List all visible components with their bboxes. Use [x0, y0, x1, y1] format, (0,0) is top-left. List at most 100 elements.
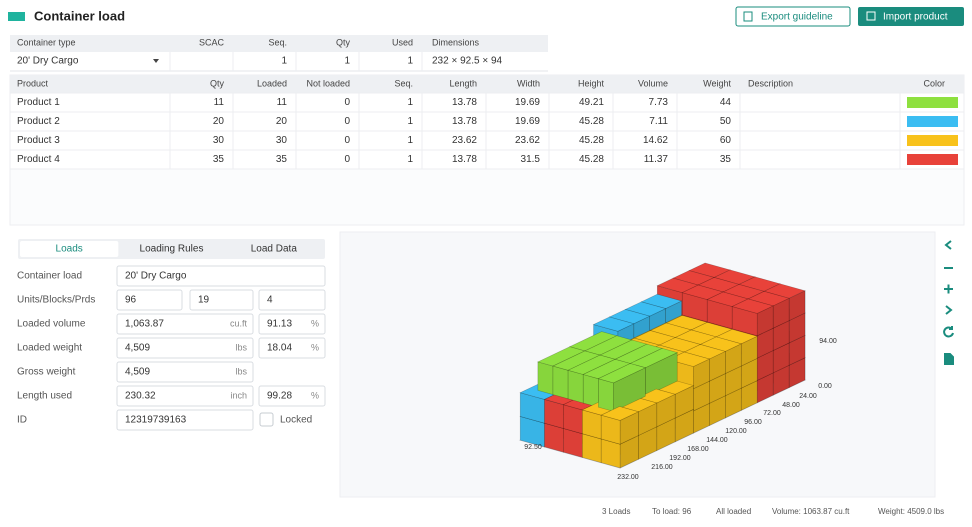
product-cell: 13.78: [452, 116, 477, 127]
export-label: Export guideline: [761, 12, 833, 23]
product-cell: 60: [720, 135, 732, 146]
input-box[interactable]: [258, 337, 326, 359]
product-cell: 23.62: [452, 135, 477, 146]
toolbar-icon[interactable]: [944, 284, 953, 294]
axis-label: 24.00: [799, 393, 817, 400]
import-icon: [866, 11, 876, 21]
field-label: Container load: [17, 271, 82, 282]
export-button[interactable]: [735, 6, 851, 27]
product-cell: 19.69: [515, 97, 540, 108]
box-front: [598, 378, 614, 412]
product-cell: 0: [344, 116, 350, 127]
field-label: Loaded weight: [17, 343, 82, 354]
product-cell: 20: [213, 116, 225, 127]
product-cell: 1: [407, 154, 413, 165]
product-cell: 50: [720, 116, 732, 127]
product-cell: 1: [407, 97, 413, 108]
active-tab[interactable]: [20, 241, 119, 257]
products-column-header: Weight: [703, 78, 731, 88]
container-cell: 1: [281, 56, 287, 67]
product-cell: 11: [277, 97, 288, 108]
input-box[interactable]: [258, 289, 326, 311]
field-label: Length used: [17, 391, 72, 402]
box-top: [592, 316, 635, 332]
product-row[interactable]: [9, 111, 965, 132]
container-column-header: Qty: [336, 37, 351, 47]
product-cell: 14.62: [643, 135, 668, 146]
input-box[interactable]: [116, 409, 254, 431]
box-front: [552, 365, 569, 400]
products-column-header: Color: [923, 78, 945, 88]
input-box[interactable]: [116, 337, 254, 359]
product-cell: 45.28: [579, 116, 604, 127]
axis-label: 120.00: [725, 428, 747, 435]
product-cell: Product 3: [17, 135, 60, 146]
product-cell: 35: [213, 154, 225, 165]
tab-label: Load Data: [251, 244, 298, 255]
input-value: 1,063.87: [125, 319, 164, 330]
input-unit: inch: [230, 390, 247, 400]
toolbar-icon[interactable]: [945, 305, 953, 315]
products-column-header: Description: [748, 78, 793, 88]
product-cell: 0: [344, 135, 350, 146]
axis-label: 92.50: [524, 444, 542, 451]
product-cell: 31.5: [521, 154, 541, 165]
input-box[interactable]: [116, 385, 254, 407]
input-box[interactable]: [116, 265, 326, 287]
products-column-header: Volume: [638, 78, 668, 88]
input-box[interactable]: [258, 385, 326, 407]
product-cell: 20: [276, 116, 288, 127]
box-top: [582, 359, 632, 379]
products-column-header: Loaded: [257, 78, 287, 88]
product-row[interactable]: [9, 130, 965, 151]
product-cell: 30: [276, 135, 288, 146]
product-cell: 45.28: [579, 154, 604, 165]
import-button[interactable]: [858, 7, 964, 26]
page-title: Container load: [34, 8, 125, 23]
input-box[interactable]: [116, 289, 183, 311]
input-value: 230.32: [125, 391, 156, 402]
input-value: 12319739163: [125, 415, 187, 426]
input-box[interactable]: [258, 313, 326, 335]
product-cell: 1: [407, 135, 413, 146]
toolbar-icon[interactable]: [943, 326, 954, 338]
box-top: [597, 363, 647, 384]
status-item: To load: 96: [652, 507, 692, 516]
product-row[interactable]: [9, 149, 965, 170]
checkbox[interactable]: [259, 412, 274, 427]
toolbar-icon[interactable]: [944, 240, 952, 250]
input-box[interactable]: [116, 361, 254, 383]
input-value: 4,509: [125, 343, 150, 354]
field-label: Units/Blocks/Prds: [17, 295, 95, 306]
status-item: Volume: 1063.87 cu.ft: [772, 507, 850, 516]
product-cell: 45.28: [579, 135, 604, 146]
dropdown-caret[interactable]: [153, 59, 159, 63]
product-cell: 0: [344, 154, 350, 165]
axis-label: 72.00: [763, 410, 781, 417]
input-value: 99.28: [267, 391, 292, 402]
axis-label: 192.00: [669, 455, 691, 462]
checkbox-label: Locked: [280, 415, 312, 426]
input-box[interactable]: [116, 313, 254, 335]
products-column-header: Qty: [210, 78, 225, 88]
box-front: [537, 361, 554, 395]
axis-label: 168.00: [687, 446, 709, 453]
product-cell: 13.78: [452, 97, 477, 108]
product-cell: 23.62: [515, 135, 540, 146]
import-label: Import product: [883, 12, 948, 23]
axis-label: 144.00: [706, 437, 728, 444]
product-cell: 35: [720, 154, 732, 165]
product-cell: 1: [407, 116, 413, 127]
status-item: All loaded: [716, 507, 751, 516]
input-value: 18.04: [267, 343, 292, 354]
product-row[interactable]: [9, 92, 965, 113]
products-column-header: Seq.: [394, 78, 413, 88]
input-box[interactable]: [189, 289, 254, 311]
container-cell: 20' Dry Cargo: [17, 56, 79, 67]
product-cell: 49.21: [579, 97, 604, 108]
product-cell: 35: [276, 154, 288, 165]
axis-label: 232.00: [617, 474, 639, 481]
toolbar-icon[interactable]: [944, 353, 954, 365]
box-front: [567, 369, 584, 404]
